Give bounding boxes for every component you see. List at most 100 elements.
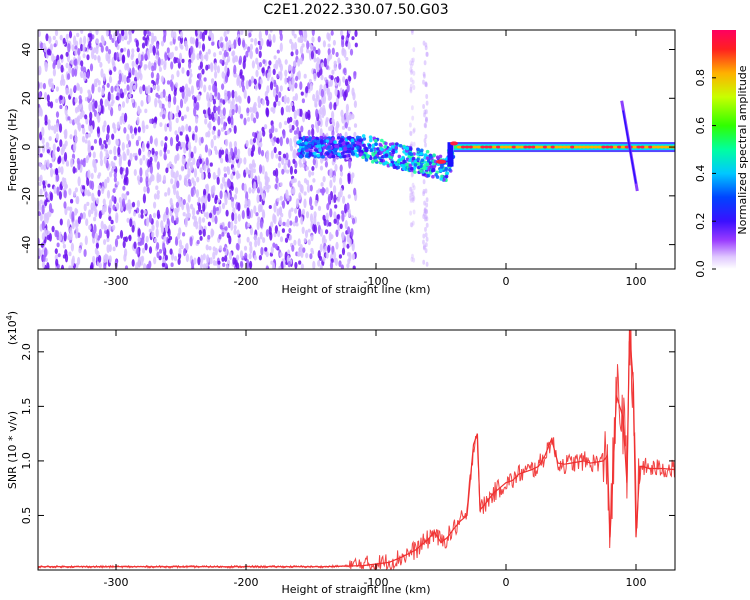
noise-speckle <box>166 149 170 154</box>
noise-speckle <box>112 188 116 194</box>
noise-speckle <box>196 210 200 215</box>
noise-speckle <box>255 47 259 55</box>
noise-speckle <box>156 72 160 81</box>
noise-speckle <box>293 239 297 246</box>
noise-speckle <box>213 206 217 216</box>
signal-line-core <box>577 145 583 149</box>
noise-speckle <box>200 254 204 264</box>
noise-speckle <box>310 234 314 242</box>
noise-speckle <box>253 117 257 124</box>
noise-speckle <box>346 263 350 269</box>
signal-band-blob <box>379 150 384 155</box>
noise-speckle <box>320 88 324 98</box>
noise-speckle <box>247 46 251 53</box>
signal-band-blob <box>343 146 347 150</box>
noise-speckle <box>213 52 217 58</box>
noise-speckle <box>149 164 153 175</box>
noise-speckle <box>75 196 79 204</box>
snr-noise-trace <box>38 330 675 570</box>
noise-speckle <box>152 35 156 43</box>
signal-line-core <box>620 145 626 149</box>
noise-speckle <box>320 182 324 187</box>
noise-speckle <box>104 143 108 149</box>
noise-speckle <box>253 205 257 214</box>
noise-speckle <box>38 107 41 117</box>
noise-speckle <box>126 65 130 72</box>
noise-speckle <box>121 35 125 42</box>
noise-speckle <box>352 91 356 101</box>
noise-speckle <box>249 226 254 236</box>
noise-speckle <box>207 193 211 203</box>
noise-speckle <box>286 169 290 174</box>
noise-speckle <box>97 104 101 113</box>
noise-speckle <box>326 203 330 211</box>
noise-speckle <box>247 222 251 228</box>
noise-speckle <box>243 117 247 126</box>
noise-speckle <box>342 76 346 83</box>
noise-column <box>411 30 414 33</box>
noise-speckle <box>122 151 126 161</box>
signal-line-core <box>624 145 630 149</box>
noise-speckle <box>328 231 332 242</box>
noise-speckle <box>121 198 126 208</box>
noise-speckle <box>57 156 61 163</box>
colorbar-tick-label: 0.0 <box>694 260 707 278</box>
noise-speckle <box>230 185 234 192</box>
noise-speckle <box>113 176 117 183</box>
noise-speckle <box>87 90 92 99</box>
noise-speckle <box>63 152 68 162</box>
noise-speckle <box>221 71 225 79</box>
signal-band-blob <box>426 173 431 178</box>
noise-speckle <box>159 122 163 127</box>
noise-speckle <box>257 175 261 185</box>
noise-speckle <box>276 208 280 217</box>
noise-speckle <box>216 210 220 216</box>
noise-speckle <box>278 121 282 129</box>
noise-speckle <box>175 208 179 219</box>
noise-speckle <box>268 60 272 66</box>
noise-speckle <box>42 82 47 90</box>
noise-speckle <box>136 247 140 255</box>
noise-column <box>412 257 416 263</box>
noise-speckle <box>46 159 50 168</box>
noise-speckle <box>43 227 47 237</box>
noise-speckle <box>90 262 94 269</box>
noise-speckle <box>245 167 249 174</box>
spectrogram-y-axis-label: Frequency (Hz) <box>6 109 19 192</box>
noise-speckle <box>331 129 335 137</box>
noise-speckle <box>256 194 260 204</box>
noise-speckle <box>162 89 166 98</box>
noise-column <box>412 196 416 201</box>
noise-column <box>422 71 426 77</box>
noise-speckle <box>111 195 115 202</box>
noise-speckle <box>137 105 141 115</box>
noise-speckle <box>303 237 307 243</box>
noise-column <box>425 202 429 208</box>
noise-speckle <box>46 262 50 269</box>
noise-speckle <box>319 188 323 193</box>
noise-speckle <box>279 42 283 52</box>
noise-speckle <box>258 255 262 261</box>
noise-speckle <box>112 224 116 231</box>
snr-frame <box>37 329 676 571</box>
noise-speckle <box>233 64 237 75</box>
noise-speckle <box>198 216 202 225</box>
noise-speckle <box>297 238 301 247</box>
signal-peak <box>450 141 458 146</box>
noise-speckle <box>303 191 307 196</box>
signal-band-blob <box>333 140 337 144</box>
noise-speckle <box>192 180 197 187</box>
noise-speckle <box>46 48 51 56</box>
noise-speckle <box>259 231 263 240</box>
noise-speckle <box>318 99 322 107</box>
noise-speckle <box>136 175 141 182</box>
noise-speckle <box>269 231 273 241</box>
noise-column <box>409 77 413 83</box>
noise-speckle <box>205 183 210 194</box>
noise-speckle <box>111 133 115 140</box>
noise-speckle <box>258 50 262 59</box>
noise-speckle <box>96 112 100 120</box>
noise-speckle <box>212 251 216 260</box>
noise-speckle <box>252 131 256 137</box>
noise-speckle <box>82 185 86 190</box>
